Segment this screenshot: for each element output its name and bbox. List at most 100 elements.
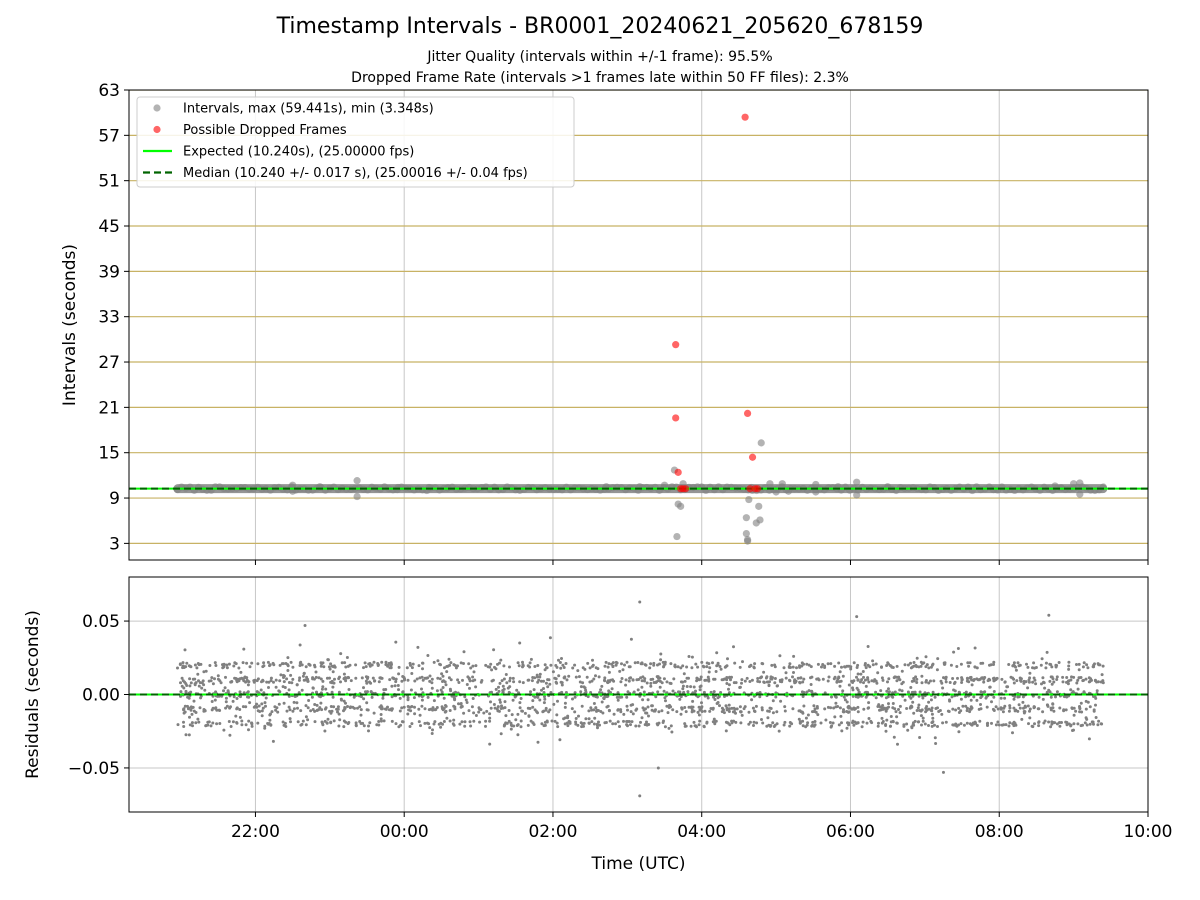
residual-point — [213, 677, 216, 681]
residual-point — [272, 680, 275, 684]
residual-point — [1000, 723, 1004, 727]
residual-point — [687, 676, 690, 680]
residual-point — [682, 672, 686, 676]
interval-point — [353, 492, 361, 501]
residual-point — [784, 676, 788, 680]
residual-point — [614, 660, 618, 664]
residual-point — [337, 712, 341, 716]
residual-point — [648, 666, 652, 670]
residual-point — [891, 720, 895, 724]
residual-point — [730, 706, 734, 710]
residual-point — [1007, 663, 1011, 666]
residual-point — [641, 706, 645, 710]
residual-point — [265, 680, 269, 684]
residual-point — [510, 713, 514, 717]
residual-point — [260, 709, 264, 713]
residual-point — [846, 710, 850, 714]
residual-point — [497, 685, 500, 689]
residual-point — [467, 677, 471, 681]
residual-point — [471, 679, 475, 683]
residual-point — [989, 663, 993, 667]
residual-point — [527, 678, 531, 682]
residual-point — [556, 725, 560, 729]
residual-point — [832, 706, 836, 710]
residual-point — [1041, 676, 1045, 680]
residual-point — [397, 688, 400, 692]
residual-point — [678, 697, 682, 701]
residual-point — [657, 710, 661, 714]
residual-point — [542, 709, 546, 713]
residual-point — [387, 661, 391, 665]
residual-point — [544, 681, 548, 685]
residual-point — [767, 683, 771, 687]
residual-point — [442, 679, 445, 683]
residual-point — [498, 681, 502, 685]
residual-point — [1101, 681, 1105, 685]
residual-point — [773, 677, 777, 680]
residual-point — [924, 665, 928, 669]
residual-point — [363, 661, 367, 665]
residual-point — [320, 708, 324, 712]
residual-point — [343, 661, 347, 665]
residual-point — [965, 709, 969, 713]
residual-point — [181, 661, 185, 665]
residual-point — [953, 689, 957, 693]
residual-point — [533, 665, 537, 668]
residual-point — [319, 677, 323, 681]
residual-point — [738, 705, 742, 709]
residual-point — [241, 705, 245, 709]
residual-point — [665, 704, 669, 708]
residual-point — [694, 689, 697, 693]
residual-point — [485, 709, 489, 713]
residual-point — [816, 713, 820, 717]
residual-point — [224, 696, 228, 700]
residual-point — [224, 706, 228, 710]
residual-point — [876, 724, 880, 728]
residual-point — [690, 655, 694, 659]
residual-point — [909, 666, 913, 670]
residual-point — [960, 678, 964, 682]
residual-point — [1054, 665, 1058, 669]
residual-point — [650, 708, 654, 712]
residual-point — [542, 679, 545, 683]
residual-point — [322, 665, 326, 669]
residual-point — [209, 679, 213, 683]
residual-point — [996, 707, 1000, 711]
residual-point — [394, 677, 398, 681]
residual-point — [941, 770, 945, 774]
residual-point — [855, 675, 858, 679]
residual-point — [365, 681, 369, 685]
residual-point — [185, 661, 189, 665]
residual-point — [339, 680, 342, 684]
residual-point — [1051, 706, 1055, 710]
residual-point — [603, 678, 606, 682]
residual-point — [535, 695, 539, 699]
residual-point — [591, 658, 594, 662]
residual-point — [833, 715, 837, 719]
residual-point — [410, 666, 414, 670]
residual-point — [689, 685, 693, 689]
chart-title: Timestamp Intervals - BR0001_20240621_20… — [276, 14, 924, 39]
residual-point — [323, 729, 327, 733]
residual-point — [397, 725, 401, 729]
residual-point — [417, 720, 421, 724]
residual-point — [431, 708, 435, 712]
residual-point — [449, 661, 453, 665]
residual-point — [1014, 708, 1018, 712]
residual-point — [1092, 709, 1096, 713]
residual-point — [462, 662, 465, 665]
residual-point — [1044, 661, 1048, 665]
residual-point — [765, 724, 769, 728]
residual-point — [194, 681, 198, 685]
residual-point — [400, 706, 404, 710]
residual-point — [490, 690, 493, 694]
residual-point — [587, 717, 591, 721]
residual-point — [1028, 709, 1031, 713]
residual-point — [880, 665, 883, 669]
residual-point — [792, 654, 796, 658]
residual-point — [1013, 695, 1017, 698]
residual-point — [423, 707, 427, 711]
residual-point — [727, 691, 731, 695]
residual-point — [724, 704, 728, 708]
residual-point — [432, 722, 436, 726]
